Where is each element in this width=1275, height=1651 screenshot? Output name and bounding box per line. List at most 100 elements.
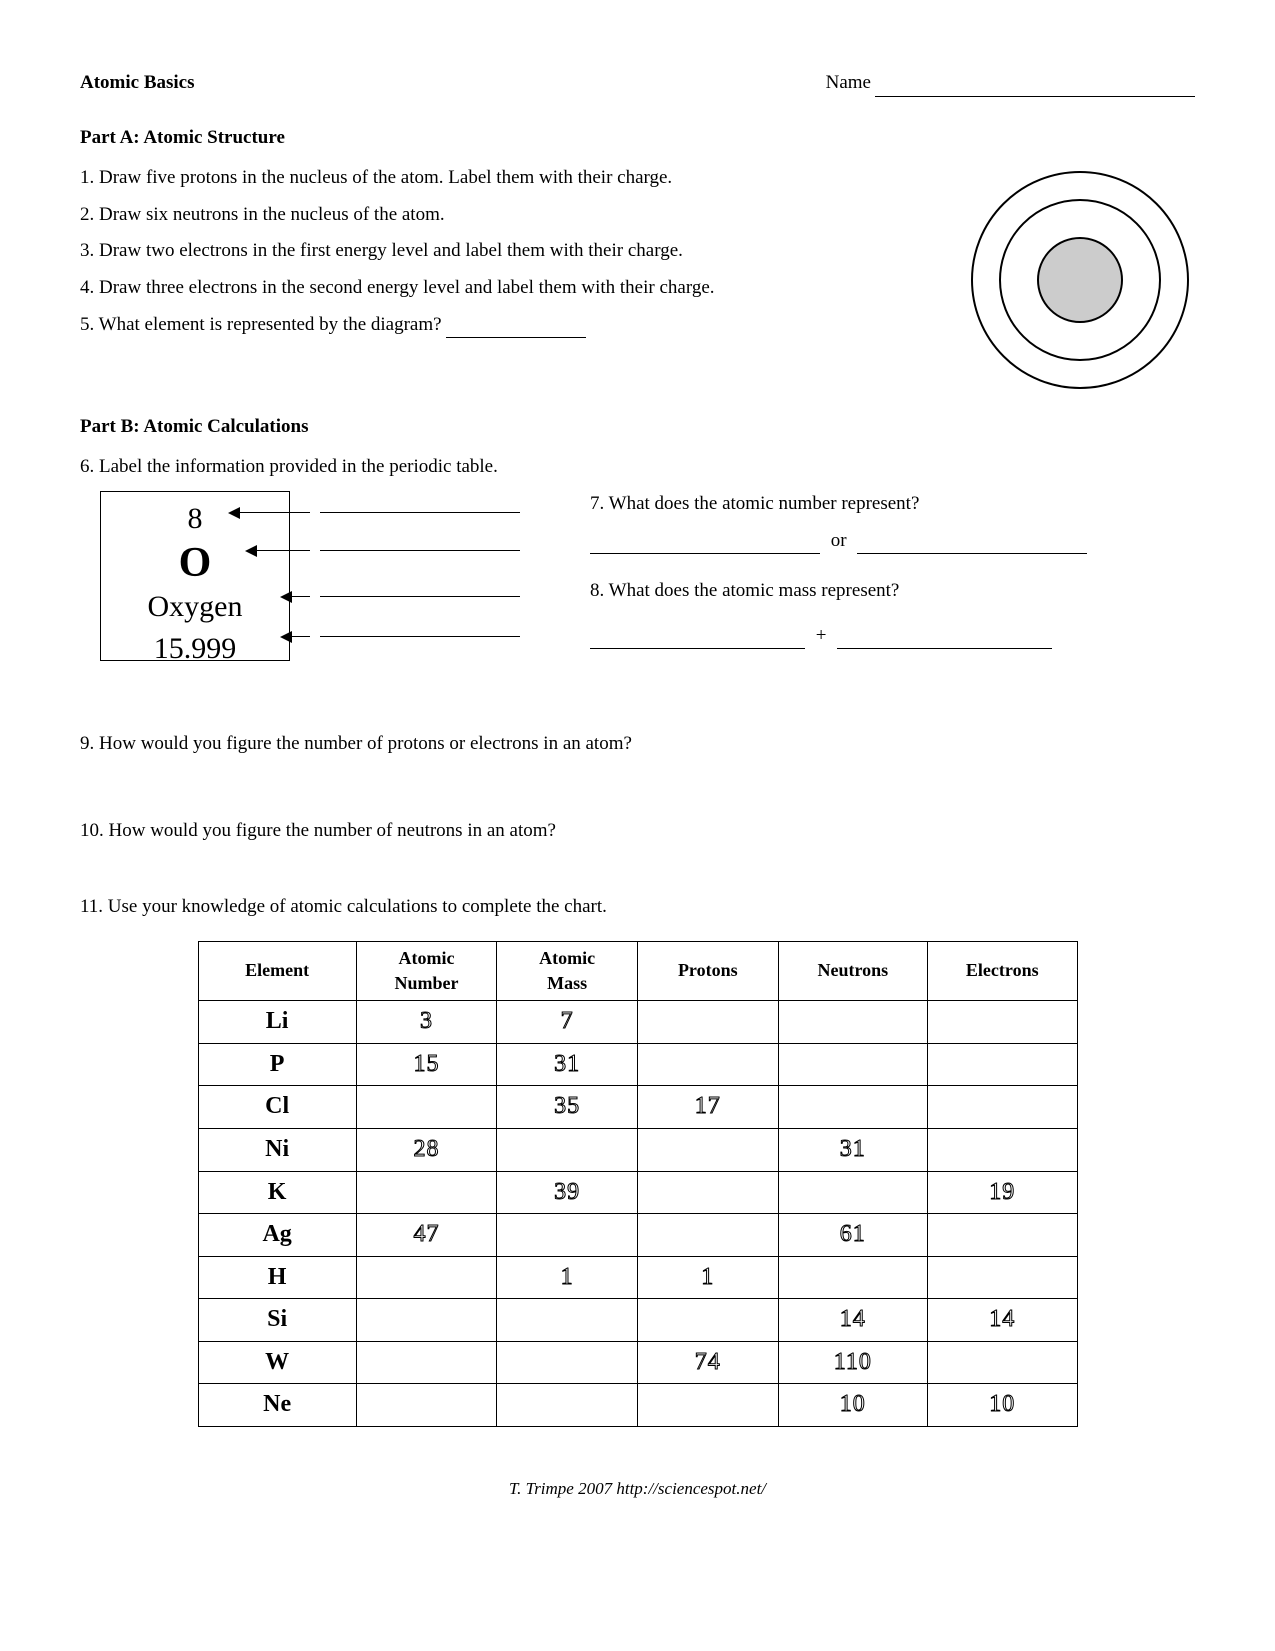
chart-cell[interactable] [497,1299,638,1342]
element-cell: Ne [198,1384,356,1427]
q5-blank[interactable] [446,337,586,338]
cell-value: 47 [414,1221,440,1247]
q7-blank-1[interactable] [590,553,820,554]
cell-value: 14 [840,1306,866,1332]
chart-cell[interactable]: 1 [497,1256,638,1299]
chart-col-header: Element [198,941,356,1000]
chart-cell[interactable] [928,1086,1077,1129]
chart-cell[interactable]: 31 [778,1128,927,1171]
label-line-2[interactable] [320,550,520,551]
chart-cell[interactable]: 35 [497,1086,638,1129]
label-line-1[interactable] [320,512,520,513]
element-cell: H [198,1256,356,1299]
q7-or: or [831,530,847,551]
chart-cell[interactable]: 10 [778,1384,927,1427]
chart-cell[interactable] [637,1043,778,1086]
chart-cell[interactable] [356,1256,497,1299]
arrow-head-1 [228,507,240,519]
q9: 9. How would you figure the number of pr… [80,731,1195,758]
cell-value: 110 [834,1349,872,1375]
element-cell: Cl [198,1086,356,1129]
chart-cell[interactable]: 7 [497,1001,638,1044]
chart-cell[interactable]: 61 [778,1214,927,1257]
chart-cell[interactable] [637,1128,778,1171]
arrow-head-4 [280,631,292,643]
chart-cell[interactable]: 19 [928,1171,1077,1214]
q8-plus: + [816,625,827,646]
chart-cell[interactable]: 10 [928,1384,1077,1427]
arrow-head-2 [245,545,257,557]
chart-cell[interactable]: 14 [928,1299,1077,1342]
chart-cell[interactable] [778,1086,927,1129]
chart-cell[interactable] [778,1001,927,1044]
q5: 5. What element is represented by the di… [80,312,935,339]
chart-header-row: ElementAtomicNumberAtomicMassProtonsNeut… [198,941,1077,1000]
q7: 7. What does the atomic number represent… [590,491,1195,518]
part-b-title: Part B: Atomic Calculations [80,414,1195,441]
chart-cell[interactable] [928,1128,1077,1171]
footer: T. Trimpe 2007 http://sciencespot.net/ [80,1477,1195,1501]
chart-cell[interactable]: 110 [778,1341,927,1384]
q11: 11. Use your knowledge of atomic calcula… [80,894,1195,921]
element-cell: Ag [198,1214,356,1257]
chart-cell[interactable]: 39 [497,1171,638,1214]
name-field: Name [826,70,1195,97]
chart-cell[interactable] [637,1299,778,1342]
chart-cell[interactable] [497,1214,638,1257]
chart-cell[interactable] [928,1043,1077,1086]
name-blank-line[interactable] [875,96,1195,97]
part-a-title: Part A: Atomic Structure [80,125,1195,152]
chart-cell[interactable]: 28 [356,1128,497,1171]
table-row: Ni2831 [198,1128,1077,1171]
chart-cell[interactable] [356,1086,497,1129]
cell-value: 31 [554,1051,580,1077]
element-card-wrap: 8 O Oxygen 15.999 [80,491,530,691]
chart-cell[interactable] [637,1384,778,1427]
label-line-3[interactable] [320,596,520,597]
chart-cell[interactable] [637,1001,778,1044]
chart-cell[interactable] [778,1043,927,1086]
chart-cell[interactable] [928,1001,1077,1044]
cell-value: 35 [554,1093,580,1119]
chart-cell[interactable]: 3 [356,1001,497,1044]
chart-cell[interactable]: 1 [637,1256,778,1299]
element-cell: Si [198,1299,356,1342]
q10: 10. How would you figure the number of n… [80,818,1195,845]
chart-cell[interactable] [356,1384,497,1427]
q8-answer: + [590,623,1195,650]
table-row: K3919 [198,1171,1077,1214]
chart-cell[interactable] [778,1256,927,1299]
cell-value: 28 [414,1136,440,1162]
label-line-4[interactable] [320,636,520,637]
cell-value: 15 [414,1051,440,1077]
chart-cell[interactable] [356,1299,497,1342]
table-row: Si 14 14 [198,1299,1077,1342]
chart-cell[interactable] [637,1214,778,1257]
q8-blank-1[interactable] [590,648,805,649]
chart-cell[interactable] [928,1256,1077,1299]
chart-cell[interactable] [497,1384,638,1427]
cell-value: 31 [840,1136,866,1162]
chart-cell[interactable] [928,1214,1077,1257]
q8-blank-2[interactable] [837,648,1052,649]
chart-cell[interactable]: 14 [778,1299,927,1342]
arrow-line-4 [292,636,310,638]
chart-cell[interactable]: 17 [637,1086,778,1129]
q7-blank-2[interactable] [857,553,1087,554]
table-row: Cl 35 17 [198,1086,1077,1129]
element-number: 8 [101,498,289,540]
chart-cell[interactable] [497,1341,638,1384]
chart-cell[interactable] [356,1171,497,1214]
chart-cell[interactable]: 47 [356,1214,497,1257]
nucleus [1038,238,1122,322]
chart-cell[interactable] [497,1128,638,1171]
chart-cell[interactable] [928,1341,1077,1384]
chart-cell[interactable]: 74 [637,1341,778,1384]
table-row: W74110 [198,1341,1077,1384]
chart-cell[interactable]: 15 [356,1043,497,1086]
chart-cell[interactable] [778,1171,927,1214]
chart-cell[interactable] [356,1341,497,1384]
chart-cell[interactable]: 31 [497,1043,638,1086]
chart-cell[interactable] [637,1171,778,1214]
arrow-line-3 [292,596,310,598]
